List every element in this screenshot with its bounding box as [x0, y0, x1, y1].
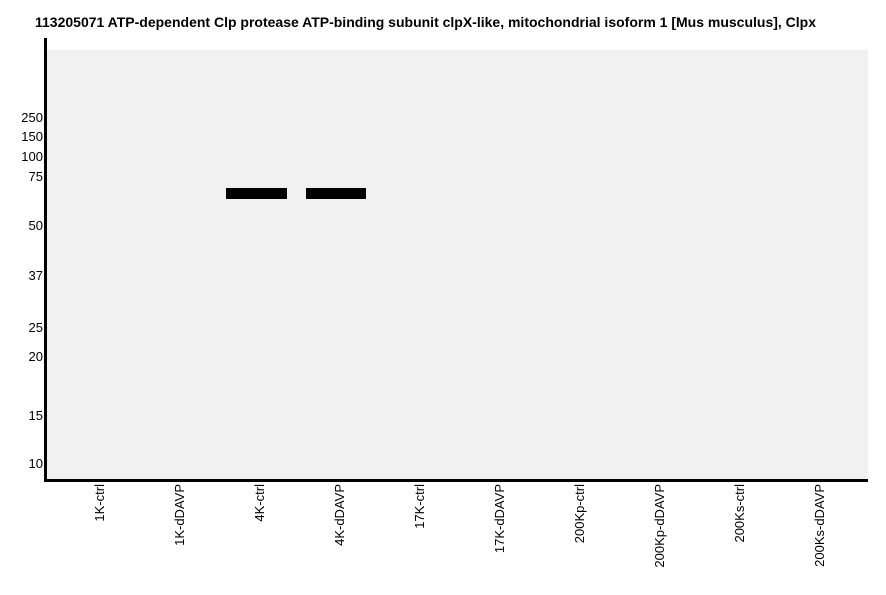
protein-band: [306, 188, 366, 199]
y-tick-label: 10: [28, 456, 43, 471]
lane-label: 17K-ctrl: [412, 484, 427, 529]
y-tick-label: 50: [28, 218, 43, 233]
y-tick-label: 250: [21, 110, 43, 125]
lane-label: 4K-ctrl: [252, 484, 267, 522]
lane-label: 1K-ctrl: [92, 484, 107, 522]
y-tick-label: 75: [28, 169, 43, 184]
chart-title: 113205071 ATP-dependent Clp protease ATP…: [35, 14, 817, 30]
y-tick-label: 37: [28, 268, 43, 283]
y-tick-label: 20: [28, 349, 43, 364]
y-tick-label: 15: [28, 408, 43, 423]
protein-band: [226, 188, 287, 199]
lane-label: 200Ks-dDAVP: [812, 484, 827, 567]
y-tick-label: 150: [21, 129, 43, 144]
lane-label: 4K-dDAVP: [332, 484, 347, 546]
lane-label: 1K-dDAVP: [172, 484, 187, 546]
x-axis-line: [44, 479, 868, 482]
lane-label: 17K-dDAVP: [492, 484, 507, 554]
y-tick-label: 100: [21, 149, 43, 164]
y-tick-label: 25: [28, 320, 43, 335]
lane-label: 200Kp-ctrl: [572, 484, 587, 544]
lane-label: 200Kp-dDAVP: [652, 484, 667, 568]
y-axis-line: [44, 38, 47, 482]
lane-label: 200Ks-ctrl: [732, 484, 747, 543]
plot-area: [47, 50, 868, 479]
